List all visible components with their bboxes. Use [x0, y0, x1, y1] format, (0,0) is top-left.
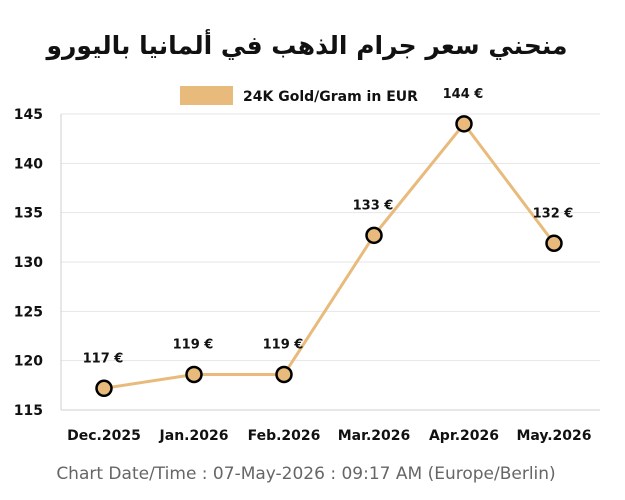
data-label: 117 €: [83, 351, 124, 366]
data-label: 133 €: [353, 198, 394, 213]
x-tick-label: Apr.2026: [429, 428, 499, 444]
y-tick-label: 125: [14, 304, 43, 320]
data-point: [275, 365, 293, 384]
y-tick-label: 130: [14, 255, 43, 271]
data-point: [365, 226, 383, 245]
x-tick-label: Feb.2026: [248, 428, 321, 444]
data-point: [545, 234, 563, 253]
x-axis-ticks: Dec.2025 Jan.2026 Feb.2026 Mar.2026 Apr.2026…: [67, 428, 591, 444]
axes: [60, 114, 600, 411]
y-tick-label: 135: [14, 206, 43, 222]
data-labels: 117 € 119 € 119 € 133 € 144 € 132 €: [83, 87, 574, 366]
data-label: 119 €: [173, 337, 214, 352]
chart-footer: Chart Date/Time : 07-May-2026 : 09:17 AM…: [56, 464, 555, 484]
legend-swatch: [180, 86, 233, 105]
y-tick-label: 140: [14, 156, 43, 172]
grid: [61, 113, 600, 362]
data-point: [455, 115, 473, 133]
series-line: [102, 122, 556, 390]
y-tick-label: 120: [14, 354, 43, 370]
y-tick-label: 145: [14, 107, 43, 123]
y-axis-ticks: 115 120 125 130 135 140 145: [14, 107, 43, 419]
data-point: [185, 365, 203, 384]
data-label: 132 €: [533, 206, 574, 221]
x-tick-label: Dec.2025: [67, 428, 141, 444]
x-tick-label: Jan.2026: [159, 428, 229, 444]
legend-label: 24K Gold/Gram in EUR: [243, 89, 418, 105]
data-label: 144 €: [443, 87, 484, 102]
legend: 24K Gold/Gram in EUR: [180, 86, 418, 105]
chart-title: منحني سعر جرام الذهب في ألمانيا باليورو: [44, 29, 567, 61]
data-label: 119 €: [263, 337, 304, 352]
y-tick-label: 115: [14, 403, 43, 419]
x-tick-label: Mar.2026: [338, 428, 411, 444]
x-tick-label: May.2026: [516, 428, 591, 444]
series-24k-gold: [95, 115, 563, 398]
data-point: [95, 379, 113, 398]
